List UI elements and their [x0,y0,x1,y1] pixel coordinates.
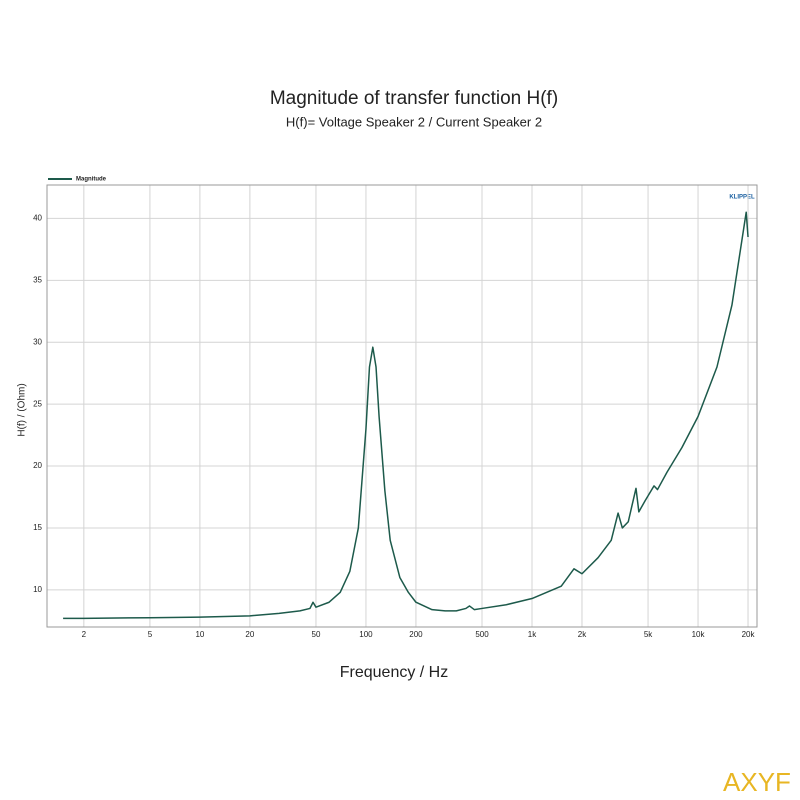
x-axis-label: Frequency / Hz [340,664,448,681]
y-tick-label: 30 [33,337,42,346]
x-tick-label: 5k [644,630,653,639]
logo: KLIPPEL [729,195,755,201]
y-tick-label: 25 [33,399,42,408]
y-tick-label: 15 [33,523,42,532]
watermark: AXYF [723,767,791,797]
y-tick-label: 35 [33,275,42,284]
x-tick-label: 20k [742,630,756,639]
legend: Magnitude [48,177,107,183]
y-tick-label: 40 [33,214,42,223]
x-tick-label: 20 [245,630,254,639]
data-line [63,211,749,620]
y-tick-label: 20 [33,461,42,470]
x-tick-label: 1k [528,630,537,639]
plot-frame [46,184,758,628]
x-tick-label: 10k [692,630,706,639]
x-tick-label: 2k [578,630,587,639]
x-tick-label: 2 [82,630,87,639]
x-tick-label: 500 [475,630,489,639]
y-axis-label: H(f) / (Ohm) [17,383,28,436]
x-tick-label: 5 [148,630,153,639]
chart-title: Magnitude of transfer function H(f) [270,88,558,109]
x-tick-label: 10 [195,630,204,639]
y-tick-label: 10 [33,585,42,594]
x-tick-label: 50 [312,630,321,639]
x-tick-label: 100 [359,630,373,639]
chart-subtitle: H(f)= Voltage Speaker 2 / Current Speake… [286,114,542,129]
legend-label: Magnitude [76,177,107,183]
x-tick-label: 200 [409,630,423,639]
